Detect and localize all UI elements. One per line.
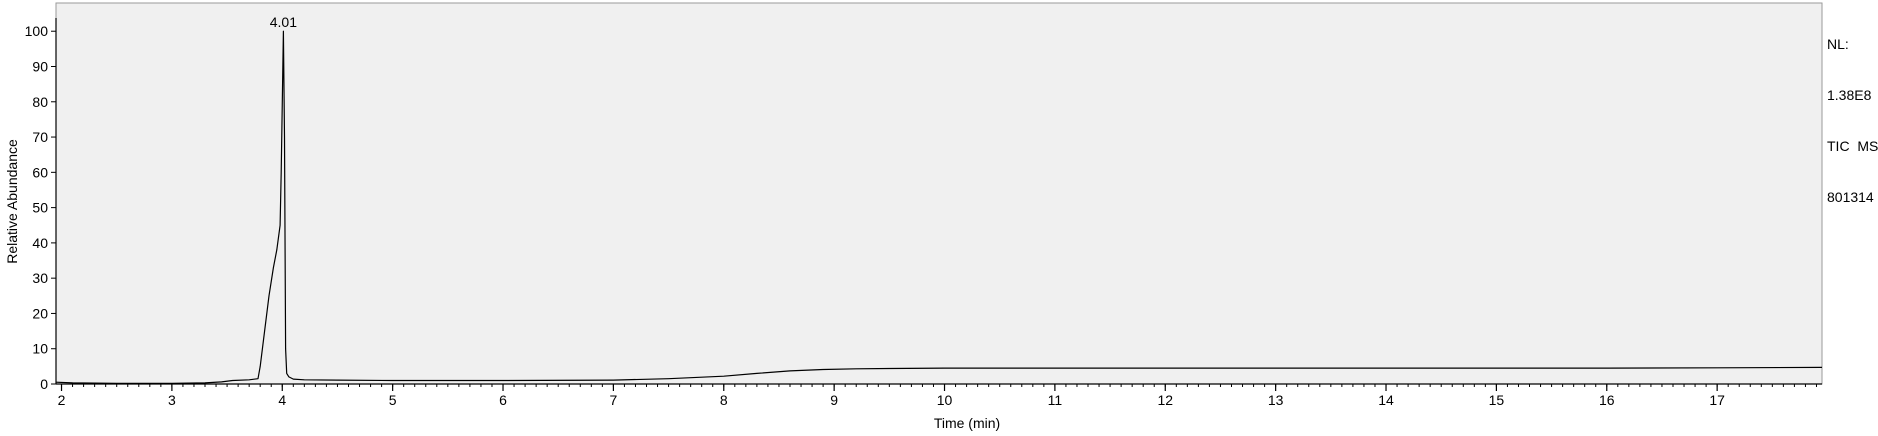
x-tick-label: 5 bbox=[389, 392, 397, 408]
y-tick-label: 90 bbox=[32, 59, 48, 75]
x-tick-label: 12 bbox=[1157, 392, 1173, 408]
y-tick-label: 40 bbox=[32, 235, 48, 251]
info-nl-label: NL: bbox=[1827, 36, 1849, 52]
x-tick-label: 10 bbox=[937, 392, 953, 408]
y-tick-label: 30 bbox=[32, 270, 48, 286]
x-tick-label: 4 bbox=[278, 392, 286, 408]
x-tick-label: 9 bbox=[830, 392, 838, 408]
info-box: NL: 1.38E8 TIC MS 801314 bbox=[1827, 2, 1878, 223]
tic-trace-line bbox=[55, 30, 1823, 384]
y-tick-label: 60 bbox=[32, 164, 48, 180]
x-tick-label: 17 bbox=[1709, 392, 1725, 408]
y-tick-label: 50 bbox=[32, 200, 48, 216]
y-tick-label: 10 bbox=[32, 341, 48, 357]
x-tick-label: 11 bbox=[1048, 392, 1063, 408]
y-tick-label: 70 bbox=[32, 129, 48, 145]
x-tick-label: 7 bbox=[609, 392, 617, 408]
plot-background bbox=[55, 2, 1823, 385]
x-axis-label: Time (min) bbox=[934, 415, 1000, 431]
x-tick-label: 2 bbox=[58, 392, 66, 408]
info-nl-value: 1.38E8 bbox=[1827, 87, 1872, 103]
x-tick-label: 6 bbox=[499, 392, 507, 408]
y-tick-label: 100 bbox=[25, 23, 49, 39]
info-file-name: 801314 bbox=[1827, 189, 1874, 205]
peak-label: 4.01 bbox=[270, 14, 297, 30]
y-tick-label: 0 bbox=[40, 376, 48, 392]
x-tick-label: 15 bbox=[1489, 392, 1505, 408]
x-tick-label: 13 bbox=[1268, 392, 1284, 408]
x-tick-label: 16 bbox=[1599, 392, 1615, 408]
x-tick-label: 8 bbox=[720, 392, 728, 408]
x-tick-label: 14 bbox=[1378, 392, 1394, 408]
y-axis-label: Relative Abundance bbox=[4, 139, 20, 264]
y-tick-label: 80 bbox=[32, 94, 48, 110]
y-tick-label: 20 bbox=[32, 305, 48, 321]
x-tick-label: 3 bbox=[168, 392, 176, 408]
info-scan-filter: TIC MS bbox=[1827, 138, 1878, 154]
